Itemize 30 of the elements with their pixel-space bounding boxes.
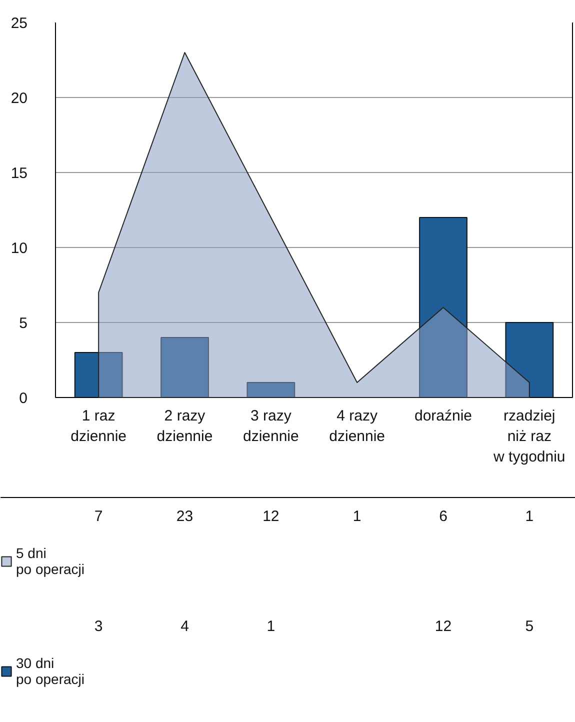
data-label: 1 [352, 508, 362, 525]
bar [74, 352, 123, 398]
data-label: 7 [94, 508, 103, 525]
bar [505, 322, 554, 398]
bar [160, 337, 209, 398]
legend-label: 5 dni po operacji [16, 545, 84, 577]
x-tick-label: 4 razy dziennie [329, 408, 386, 445]
data-label: 12 [434, 618, 452, 635]
y-tick-label: 15 [10, 165, 28, 182]
y-tick-label: 0 [19, 390, 28, 407]
data-label: 4 [180, 618, 189, 635]
legend-label: 30 dni po operacji [16, 655, 84, 687]
x-tick-label: 1 raz dziennie [70, 408, 127, 445]
data-label: 5 [525, 618, 534, 635]
x-tick-label: doraźnie [414, 408, 472, 424]
x-tick-label: 3 razy dziennie [242, 408, 299, 445]
data-label: 23 [176, 508, 194, 525]
data-label: 1 [525, 508, 534, 525]
x-tick-label: 2 razy dziennie [156, 408, 213, 445]
y-tick-label: 20 [10, 90, 28, 107]
y-tick-label: 25 [10, 15, 28, 32]
bar [419, 217, 468, 398]
y-tick-label: 5 [19, 315, 28, 332]
data-label: 1 [266, 618, 276, 635]
data-label: 3 [94, 618, 103, 635]
y-tick-label: 10 [10, 240, 28, 257]
x-tick-label: rzadziej niż raz w tygodniu [492, 408, 566, 466]
data-label: 12 [262, 508, 280, 525]
data-label: 6 [439, 508, 448, 525]
bar [246, 382, 296, 398]
